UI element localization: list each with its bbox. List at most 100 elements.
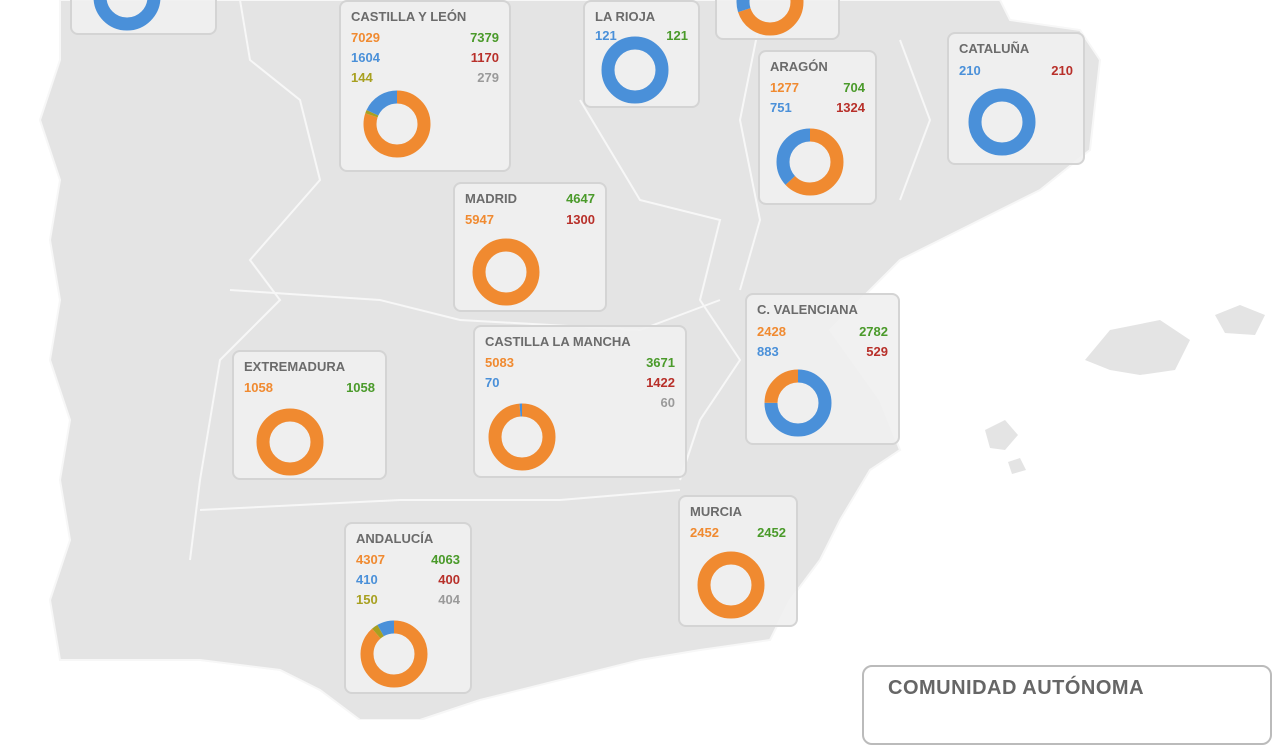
value-row: 121 121 xyxy=(595,28,688,48)
region-value-gray: 279 xyxy=(477,70,499,85)
value-row: 5947 1300 xyxy=(465,212,595,232)
region-card-extremadura: EXTREMADURA 1058 1058 xyxy=(232,350,387,480)
donut-segment-blue xyxy=(968,88,1036,156)
donut-segment-blue xyxy=(601,36,669,104)
region-card-aragon: ARAGÓN 1277 704 751 1324 xyxy=(758,50,877,205)
region-value-orange: 1277 xyxy=(770,80,799,95)
region-card-madrid: MADRID 4647 5947 1300 xyxy=(453,182,607,312)
value-row: 751 1324 xyxy=(770,100,865,120)
region-card-murcia: MURCIA 2452 2452 xyxy=(678,495,798,627)
region-value-blue: 883 xyxy=(757,344,779,359)
value-row: 1277 704 xyxy=(770,80,865,100)
region-value-red: 1324 xyxy=(836,100,865,115)
region-title: ARAGÓN xyxy=(770,59,828,74)
donut-segment-blue xyxy=(736,0,804,36)
region-value-blue: 121 xyxy=(595,28,617,43)
region-value-gray: 404 xyxy=(438,592,460,607)
region-card-la-rioja: LA RIOJA 121 121 xyxy=(583,0,700,108)
donut-chart xyxy=(736,0,804,36)
donut-segment-orange xyxy=(488,403,556,471)
donut-chart xyxy=(776,128,844,196)
region-values: 2452 2452 xyxy=(690,525,786,545)
value-row: 5083 3671 xyxy=(485,355,675,375)
region-value-orange: 2452 xyxy=(690,525,719,540)
region-value-orange: 1058 xyxy=(244,380,273,395)
region-values: 5947 1300 xyxy=(465,212,595,232)
donut-chart xyxy=(472,238,540,306)
donut-chart xyxy=(968,88,1036,156)
value-row: 2452 2452 xyxy=(690,525,786,545)
region-card-castilla-y-leon: CASTILLA Y LEÓN 7029 7379 1604 1170 144 279 xyxy=(339,0,511,172)
value-row: 2428 2782 xyxy=(757,324,888,344)
region-title: MADRID xyxy=(465,191,517,206)
value-row: 1058 1058 xyxy=(244,380,375,400)
donut-segment-blue xyxy=(488,403,556,471)
region-value-orange: 7029 xyxy=(351,30,380,45)
donut-segment-orange xyxy=(764,369,832,437)
formentera-island xyxy=(1008,458,1026,474)
region-value: 4647 xyxy=(566,191,595,206)
region-value-red: 1170 xyxy=(470,50,499,65)
region-card-andalucia: ANDALUCÍA 4307 4063 410 400 150 404 xyxy=(344,522,472,694)
donut-chart xyxy=(93,0,161,31)
region-title: C. VALENCIANA xyxy=(757,302,858,317)
value-row: 4307 4063 xyxy=(356,552,460,572)
region-values: 4307 4063 410 400 150 404 xyxy=(356,552,460,612)
region-value-red: 1300 xyxy=(566,212,595,227)
donut-segment-orange xyxy=(256,408,324,476)
region-card-castilla-la-mancha: CASTILLA LA MANCHA 5083 3671 70 1422 60 xyxy=(473,325,687,478)
region-value-orange: 4307 xyxy=(356,552,385,567)
donut-segment-orange xyxy=(736,0,804,36)
menorca-island xyxy=(1215,305,1265,335)
region-value-red: 400 xyxy=(438,572,460,587)
region-value-blue: 210 xyxy=(959,63,981,78)
region-values: 2428 2782 883 529 xyxy=(757,324,888,364)
region-values: 5083 3671 70 1422 60 xyxy=(485,355,675,415)
value-row: 150 404 xyxy=(356,592,460,612)
region-value-green: 4063 xyxy=(431,552,460,567)
donut-chart xyxy=(363,90,431,158)
donut-segment-blue xyxy=(776,128,844,196)
region-value-green: 2782 xyxy=(859,324,888,339)
value-row: 883 529 xyxy=(757,344,888,364)
region-title: ANDALUCÍA xyxy=(356,531,434,546)
region-title: CATALUÑA xyxy=(959,41,1030,56)
value-row: 210 210 xyxy=(959,63,1073,83)
ibiza-island xyxy=(985,420,1018,450)
region-values: 1058 1058 xyxy=(244,380,375,400)
region-value-olive: 150 xyxy=(356,592,378,607)
value-row: 7029 7379 xyxy=(351,30,499,50)
donut-chart xyxy=(601,36,669,104)
donut-chart xyxy=(488,403,556,471)
region-title: LA RIOJA xyxy=(595,9,656,24)
donut-segment-orange xyxy=(360,620,428,688)
donut-chart xyxy=(764,369,832,437)
region-title: CASTILLA LA MANCHA xyxy=(485,334,631,349)
value-row: 60 xyxy=(485,395,675,415)
region-values: 121 121 xyxy=(595,28,688,48)
region-value-orange: 2428 xyxy=(757,324,786,339)
value-row: 1604 1170 xyxy=(351,50,499,70)
region-value-green: 3671 xyxy=(646,355,675,370)
legend-title: COMUNIDAD AUTÓNOMA xyxy=(888,677,1145,699)
region-value-orange: 5947 xyxy=(465,212,494,227)
donut-segment-blue xyxy=(93,0,161,31)
donut-segment-orange xyxy=(697,551,765,619)
region-value-red: 529 xyxy=(866,344,888,359)
region-title: CASTILLA Y LEÓN xyxy=(351,9,467,24)
region-value-blue: 70 xyxy=(485,375,500,390)
region-value-green: 1058 xyxy=(346,380,375,395)
region-value-red: 210 xyxy=(1051,63,1073,78)
value-row: 70 1422 xyxy=(485,375,675,395)
region-title: EXTREMADURA xyxy=(244,359,346,374)
legend-box: COMUNIDAD AUTÓNOMA xyxy=(862,665,1272,745)
donut-chart xyxy=(256,408,324,476)
region-card-top-right xyxy=(715,0,840,40)
donut-chart xyxy=(360,620,428,688)
region-value-green: 2452 xyxy=(757,525,786,540)
region-values: 210 210 xyxy=(959,63,1073,83)
region-values: 7029 7379 1604 1170 144 279 xyxy=(351,30,499,90)
donut-segment-orange xyxy=(472,238,540,306)
donut-segment-blue xyxy=(360,620,428,688)
region-value-blue: 410 xyxy=(356,572,378,587)
